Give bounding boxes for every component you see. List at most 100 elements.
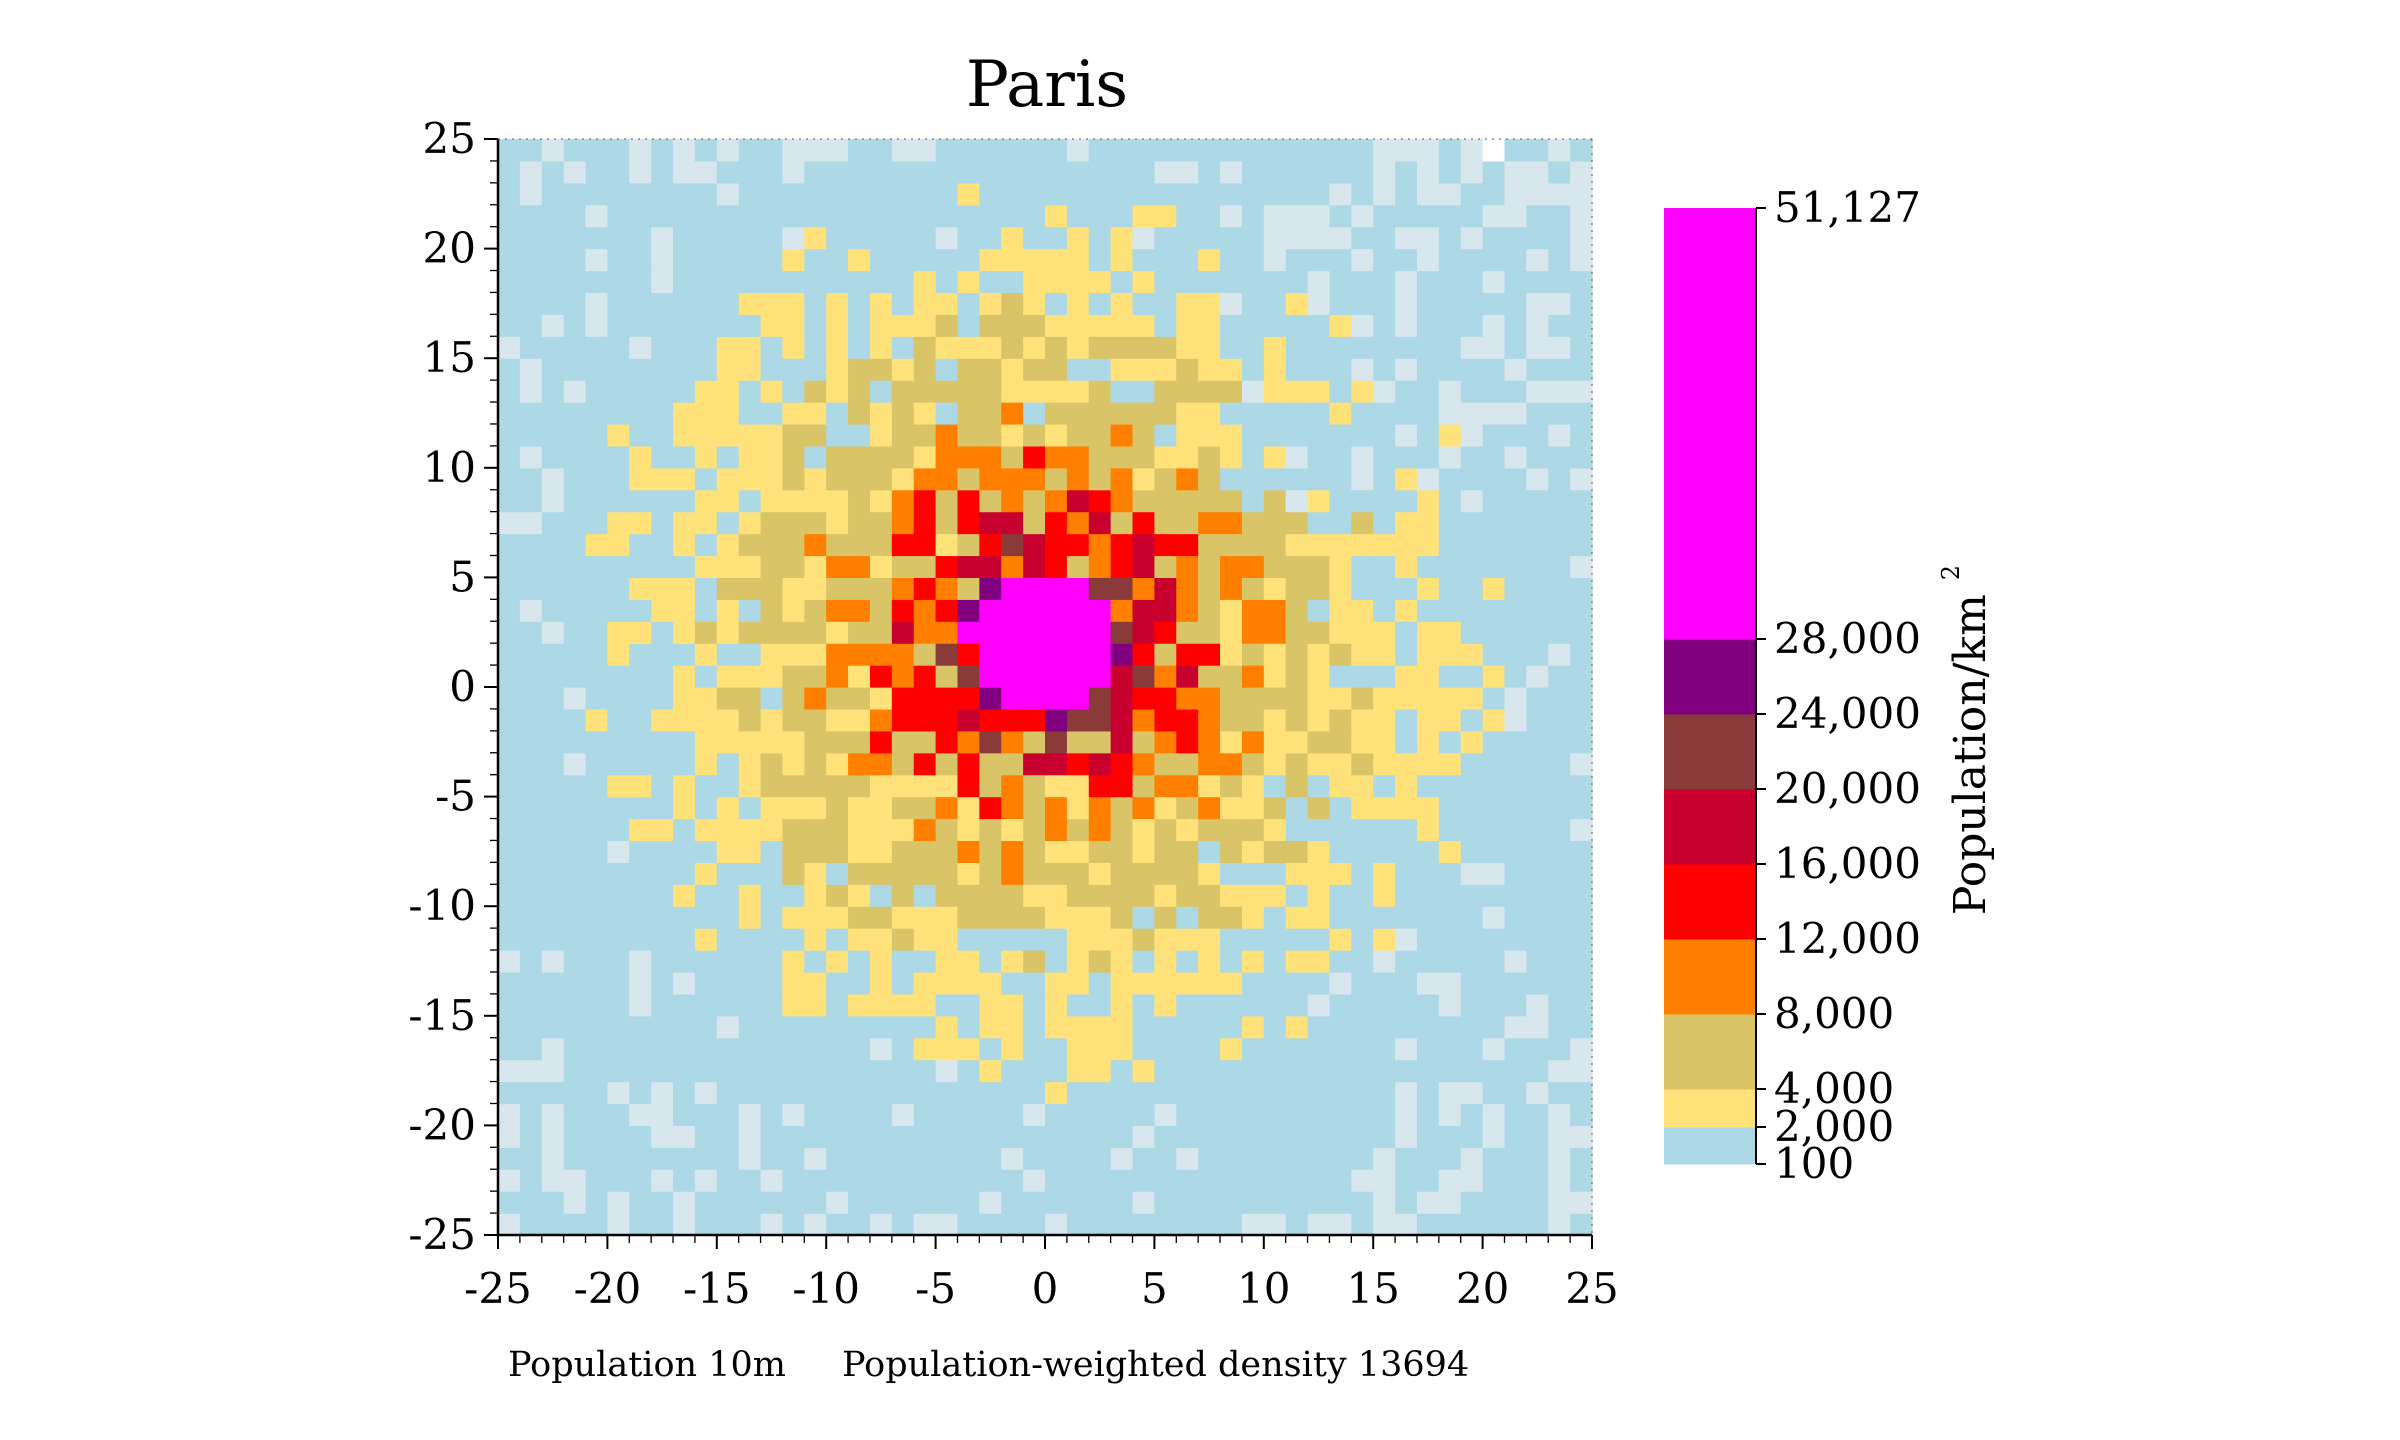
heatmap-cell — [1263, 906, 1287, 929]
heatmap-cell — [804, 533, 827, 557]
heatmap-cell — [935, 621, 959, 644]
heatmap-cell — [826, 884, 849, 907]
heatmap-cell — [804, 840, 827, 863]
heatmap-cell — [848, 862, 871, 885]
heatmap-cell — [1482, 1169, 1506, 1192]
heatmap-cell — [651, 160, 674, 184]
heatmap-cell — [957, 402, 980, 425]
heatmap-cell — [694, 314, 718, 337]
heatmap-cell — [1329, 862, 1352, 885]
heatmap-cell — [607, 270, 630, 294]
heatmap-cell — [1023, 643, 1046, 666]
heatmap-cell — [1066, 511, 1090, 535]
heatmap-cell — [585, 423, 608, 447]
heatmap-cell — [607, 730, 630, 754]
heatmap-cell — [1241, 1169, 1265, 1192]
colorbar-segment — [1664, 1014, 1756, 1090]
heatmap-cell — [1570, 993, 1593, 1017]
heatmap-cell — [1526, 380, 1549, 403]
heatmap-cell — [957, 796, 980, 820]
heatmap-cell — [738, 248, 762, 272]
heatmap-cell — [1066, 796, 1090, 820]
heatmap-cell — [1438, 971, 1462, 995]
heatmap-cell — [848, 1103, 871, 1126]
heatmap-cell — [1570, 643, 1593, 666]
heatmap-cell — [760, 1213, 784, 1236]
heatmap-cell — [519, 139, 543, 162]
heatmap-cell — [1110, 402, 1134, 425]
heatmap-cell — [1066, 1169, 1090, 1192]
heatmap-cell — [957, 555, 980, 578]
heatmap-cell — [716, 182, 740, 206]
heatmap-cell — [1045, 708, 1068, 732]
heatmap-cell — [913, 665, 937, 688]
heatmap-cell — [1198, 1059, 1221, 1083]
heatmap-cell — [1460, 884, 1484, 907]
heatmap-cell — [651, 1081, 674, 1105]
heatmap-cell — [1045, 358, 1068, 381]
heatmap-cell — [935, 402, 959, 425]
heatmap-cell — [498, 796, 521, 820]
heatmap-cell — [1329, 380, 1352, 403]
heatmap-cell — [629, 928, 652, 951]
heatmap-cell — [1548, 752, 1571, 776]
heatmap-cell — [1132, 555, 1155, 578]
heatmap-cell — [891, 928, 915, 951]
heatmap-cell — [1023, 971, 1046, 995]
heatmap-cell — [629, 708, 652, 732]
heatmap-cell — [1001, 1191, 1024, 1214]
heatmap-cell — [1416, 1037, 1440, 1061]
heatmap-cell — [1526, 840, 1549, 863]
heatmap-cell — [782, 1103, 805, 1126]
heatmap-cell — [1460, 555, 1484, 578]
heatmap-cell — [563, 423, 587, 447]
heatmap-cell — [1395, 182, 1418, 206]
heatmap-cell — [1526, 1037, 1549, 1061]
heatmap-cell — [1416, 533, 1440, 557]
heatmap-cell — [826, 643, 849, 666]
heatmap-cell — [716, 643, 740, 666]
heatmap-cell — [694, 752, 718, 776]
heatmap-cell — [1176, 402, 1199, 425]
heatmap-cell — [607, 204, 630, 228]
heatmap-cell — [541, 1125, 565, 1148]
heatmap-cell — [1329, 577, 1352, 600]
heatmap-cell — [541, 928, 565, 951]
heatmap-cell — [1132, 906, 1155, 929]
heatmap-cell — [891, 884, 915, 907]
heatmap-cell — [1023, 489, 1046, 513]
heatmap-cell — [1045, 139, 1068, 162]
heatmap-cell — [694, 467, 718, 491]
heatmap-cell — [651, 533, 674, 557]
heatmap-cell — [716, 204, 740, 228]
heatmap-cell — [891, 1081, 915, 1105]
heatmap-cell — [629, 1125, 652, 1148]
heatmap-cell — [1329, 884, 1352, 907]
heatmap-cell — [1416, 687, 1440, 710]
x-tick-label: 5 — [1141, 1264, 1168, 1313]
heatmap-cell — [738, 1147, 762, 1170]
heatmap-cell — [1023, 270, 1046, 294]
heatmap-cell — [585, 380, 608, 403]
heatmap-cell — [1132, 204, 1155, 228]
heatmap-cell — [629, 1213, 652, 1236]
heatmap-cell — [1045, 336, 1068, 359]
heatmap-cell — [694, 774, 718, 798]
heatmap-cell — [1088, 1169, 1112, 1192]
heatmap-cell — [1220, 950, 1243, 973]
heatmap-cell — [1504, 248, 1527, 272]
heatmap-cell — [738, 292, 762, 315]
heatmap-cell — [1198, 687, 1221, 710]
heatmap-cell — [629, 993, 652, 1017]
heatmap-cell — [1088, 862, 1112, 885]
heatmap-cell — [913, 1125, 937, 1148]
heatmap-cell — [1504, 971, 1527, 995]
heatmap-cell — [804, 818, 827, 842]
heatmap-cell — [563, 358, 587, 381]
heatmap-cell — [1220, 1103, 1243, 1126]
heatmap-cell — [1395, 687, 1418, 710]
heatmap-cell — [782, 533, 805, 557]
heatmap-cell — [585, 993, 608, 1017]
heatmap-cell — [1176, 599, 1199, 622]
heatmap-cell — [1548, 1015, 1571, 1039]
